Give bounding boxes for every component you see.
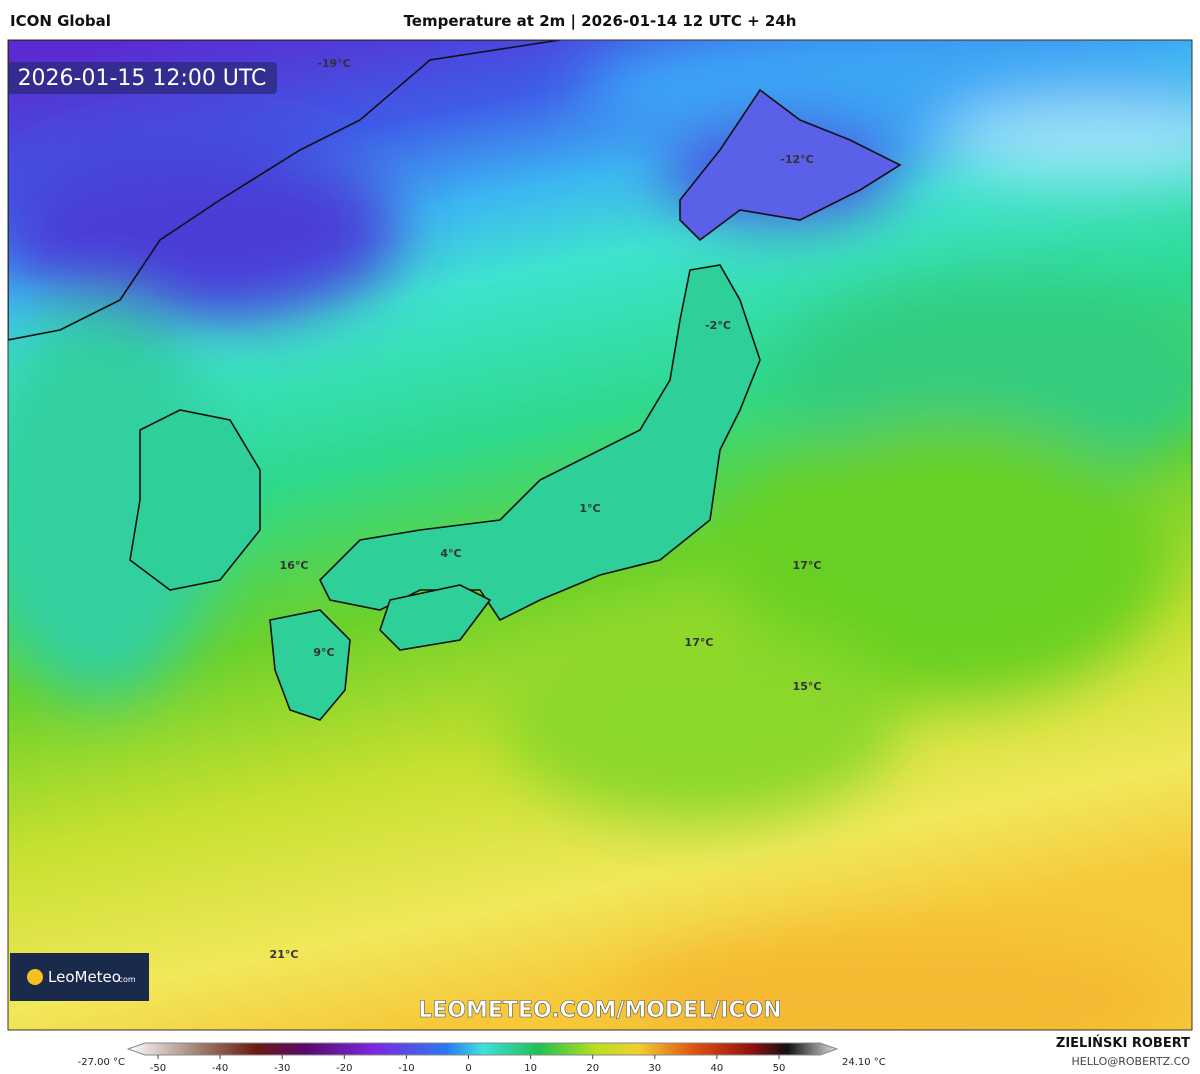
temperature-blobs (8, 40, 1192, 1030)
timestamp-box (8, 62, 277, 94)
footer-email: HELLO@ROBERTZ.CO (1072, 1055, 1191, 1068)
colorbar-tick-label: 40 (711, 1063, 724, 1074)
colorbar-max: 24.10 °C (842, 1057, 886, 1068)
colorbar-tick-label: 50 (773, 1063, 786, 1074)
logo-sun (27, 969, 43, 985)
colorbar-tick-label: -20 (336, 1063, 352, 1074)
map-label: 21°C (270, 948, 299, 961)
coastlines (8, 40, 902, 721)
map-label: 16°C (280, 559, 309, 572)
colorbar-tick-label: 0 (465, 1063, 471, 1074)
colorbar-tick-label: 30 (648, 1063, 661, 1074)
colorbar-tick-label: 10 (524, 1063, 537, 1074)
watermark: LEOMETEO.COM/MODEL/ICON (418, 998, 781, 1023)
logo-suffix: .com (116, 975, 136, 984)
timestamp: 2026-01-15 12:00 UTC (18, 66, 267, 91)
map-label: -2°C (705, 319, 731, 332)
colorbar-tick-label: -40 (212, 1063, 228, 1074)
footer-author: ZIELIŃSKI ROBERT (1056, 1035, 1190, 1051)
map-title: Temperature at 2m | 2026-01-14 12 UTC + … (404, 12, 797, 31)
colorbar-tick-label: -30 (274, 1063, 290, 1074)
colorbar-tick-label: 20 (586, 1063, 599, 1074)
map-frame (7, 39, 1193, 1031)
map-labels: -19°C -12°C -2°C 1°C 4°C 16°C 17°C 17°C … (270, 57, 822, 961)
map-label: 17°C (685, 636, 714, 649)
colorbar-ticks: -50 -40 -30 -20 -10 0 10 20 30 40 50 (150, 1055, 786, 1074)
map-area: -19°C -12°C -2°C 1°C 4°C 16°C 17°C 17°C … (8, 40, 1192, 1030)
map-label: 15°C (793, 680, 822, 693)
colorbar-min: -27.00 °C (78, 1057, 125, 1068)
map-label: 1°C (579, 502, 600, 515)
map-label: -12°C (780, 153, 813, 166)
colorbar-tick-label: -10 (398, 1063, 414, 1074)
map-label: 9°C (313, 646, 334, 659)
map-label: -19°C (317, 57, 350, 70)
model-name: ICON Global (10, 12, 111, 30)
logo-name: LeoMeteo (48, 968, 121, 986)
colorbar-tick-label: -50 (150, 1063, 166, 1074)
colorbar (126, 1042, 839, 1056)
map-label: 17°C (793, 559, 822, 572)
map-label: 4°C (440, 547, 461, 560)
